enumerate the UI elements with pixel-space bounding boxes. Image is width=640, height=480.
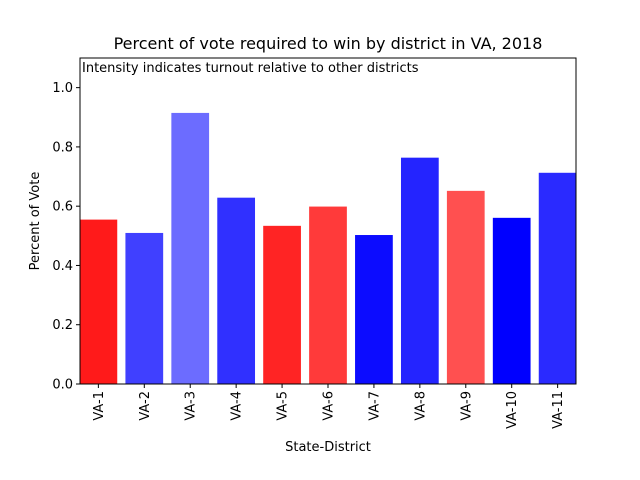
bar-va-8 [400,157,439,384]
x-tick-label-va-6: VA-6 [322,391,337,421]
x-tick-label-va-11: VA-11 [551,391,566,429]
y-tick-label: 1.0 [52,81,73,96]
x-tick-label-va-7: VA-7 [367,391,382,421]
bar-va-2 [125,232,164,384]
bar-va-3 [171,112,210,384]
bar-va-9 [446,190,485,384]
bar-va-6 [309,206,347,384]
x-tick-label-va-10: VA-10 [505,391,520,429]
bar-va-7 [355,235,393,384]
y-tick-label: 0.0 [52,378,73,393]
bar-va-4 [217,197,256,384]
chart-annotation: Intensity indicates turnout relative to … [82,61,419,76]
bar-va-1 [80,219,118,384]
y-axis-label: Percent of Vote [28,172,43,271]
x-axis-label: State-District [285,440,371,455]
x-tick-label-va-9: VA-9 [459,391,474,421]
x-tick-label-va-2: VA-2 [138,391,153,421]
x-axis: VA-1 VA-2 VA-3 VA-4 VA-5 VA-6 VA-7 VA-8 VA-9 VA-1… [92,384,566,429]
y-tick-label: 0.4 [52,259,73,274]
chart-title: Percent of vote required to win by distr… [114,34,543,53]
plot-area [80,112,576,384]
bar-va-10 [492,217,531,384]
bar-va-11 [538,172,576,384]
y-tick-label: 0.6 [52,200,73,215]
x-tick-label-va-4: VA-4 [230,391,245,421]
y-axis: 0.0 0.2 0.4 0.6 0.8 1.0 [52,81,80,393]
x-tick-label-va-5: VA-5 [276,391,291,421]
y-tick-label: 0.2 [52,318,73,333]
y-tick-label: 0.8 [52,140,73,155]
bars-group [80,112,576,384]
x-tick-label-va-3: VA-3 [184,391,199,421]
bar-va-5 [263,225,301,384]
x-tick-label-va-1: VA-1 [92,391,107,421]
x-tick-label-va-8: VA-8 [413,391,428,421]
